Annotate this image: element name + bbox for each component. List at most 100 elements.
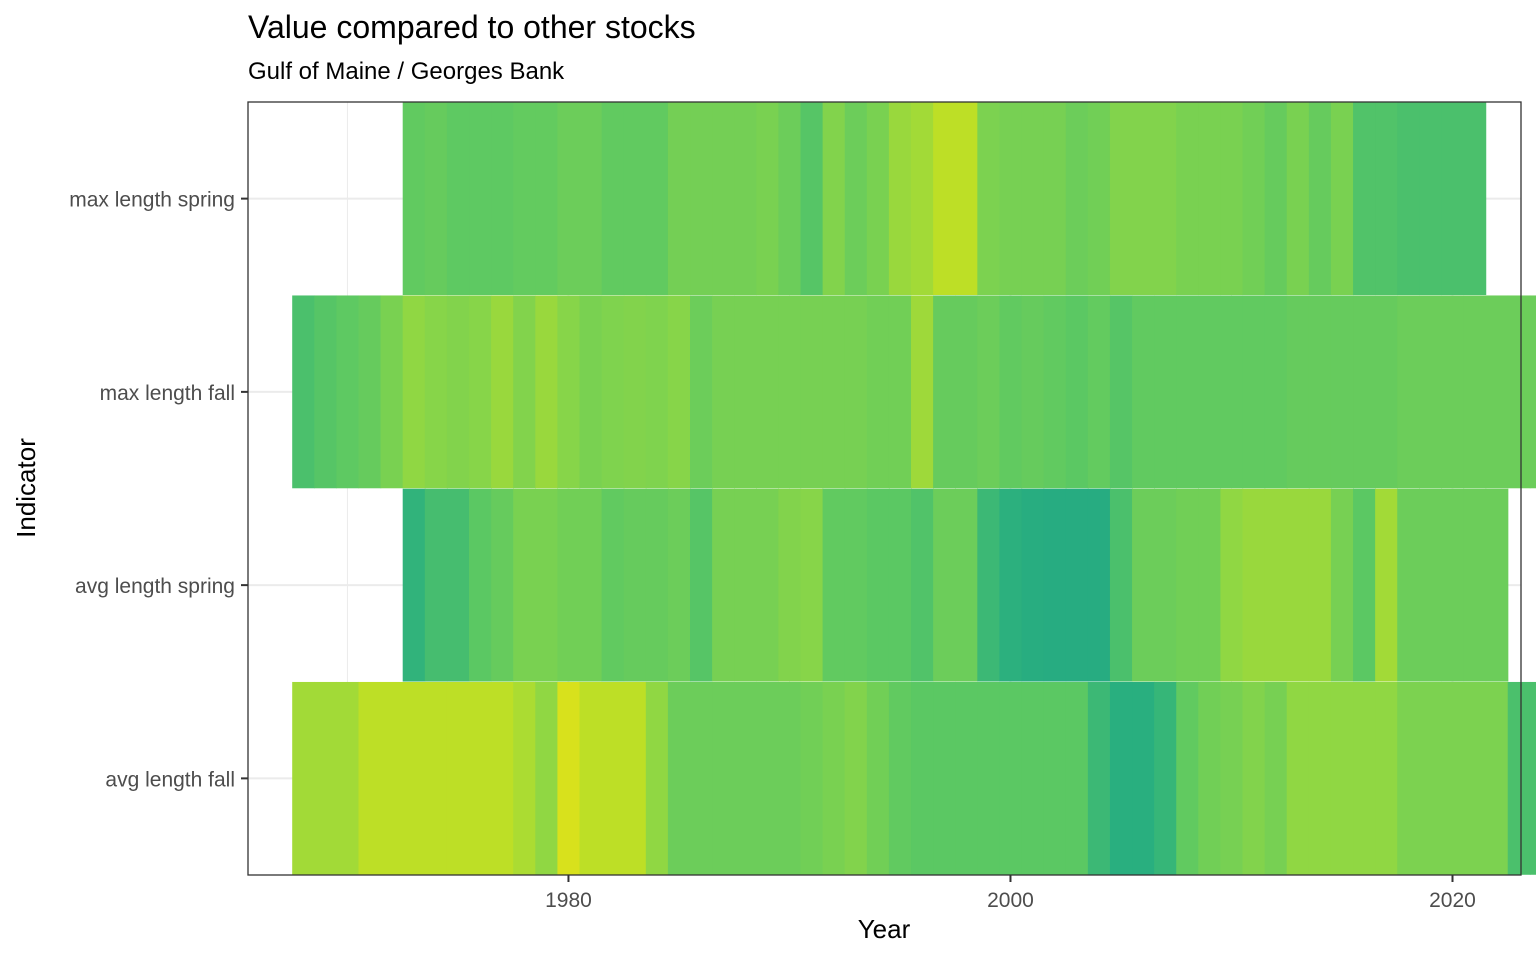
tile-max-length-spring-1985 [667,102,691,296]
tile-max-length-fall-2016 [1353,295,1376,489]
plot-border [247,101,1522,876]
tile-avg-length-fall-1972 [380,681,404,875]
x-tick-label: 2000 [987,889,1034,912]
tile-avg-length-fall-1970 [336,681,360,875]
tile-avg-length-fall-1989 [756,681,780,875]
tile-max-length-fall-2019 [1419,295,1443,489]
tile-avg-length-spring-1995 [888,488,912,682]
tile-max-length-fall-1997 [933,295,956,489]
tile-avg-length-fall-1994 [866,681,890,875]
tile-max-length-spring-1980 [557,102,581,296]
tile-max-length-fall-1990 [778,295,802,489]
tile-avg-length-fall-2021 [1463,681,1487,875]
tile-max-length-spring-1984 [645,102,669,296]
tile-max-length-spring-1976 [469,102,492,296]
tile-avg-length-fall-1976 [469,681,492,875]
tile-avg-length-spring-1991 [800,488,824,682]
tile-avg-length-fall-1998 [955,681,978,875]
tile-avg-length-fall-1974 [424,681,448,875]
tile-avg-length-spring-2018 [1397,488,1420,682]
tile-max-length-fall-1995 [888,295,912,489]
x-axis-title: Year [858,914,911,944]
tile-max-length-spring-1979 [535,102,559,296]
tile-max-length-spring-1974 [424,102,448,296]
tile-avg-length-spring-1978 [513,488,536,682]
tile-avg-length-spring-2020 [1441,488,1465,682]
tile-avg-length-fall-2002 [1043,681,1067,875]
tile-avg-length-spring-1998 [955,488,978,682]
tile-avg-length-fall-1997 [933,681,956,875]
y-tick-label: max length fall [100,382,235,405]
tile-avg-length-spring-2000 [999,488,1023,682]
tile-max-length-spring-2020 [1441,102,1465,296]
tile-max-length-fall-1975 [446,295,470,489]
tile-max-length-spring-1977 [491,102,514,296]
chart-title: Value compared to other stocks [248,9,696,45]
tile-avg-length-fall-1971 [358,681,382,875]
tile-max-length-fall-2023 [1507,295,1531,489]
tile-avg-length-fall-1982 [601,681,625,875]
tile-max-length-spring-1975 [446,102,470,296]
tile-avg-length-fall-2003 [1065,681,1089,875]
tile-avg-length-fall-1988 [734,681,757,875]
tile-avg-length-spring-1985 [667,488,691,682]
tile-avg-length-fall-2012 [1264,681,1288,875]
tile-avg-length-fall-1979 [535,681,559,875]
tile-avg-length-fall-2018 [1397,681,1420,875]
y-axis: avg length fall avg length spring max leng… [69,189,248,791]
tile-avg-length-spring-1974 [424,488,448,682]
tile-avg-length-fall-2000 [999,681,1023,875]
tile-max-length-fall-1991 [800,295,824,489]
tile-max-length-fall-2008 [1176,295,1199,489]
tile-max-length-fall-1992 [822,295,846,489]
tile-max-length-spring-2000 [999,102,1023,296]
tile-avg-length-spring-1979 [535,488,559,682]
chart-subtitle: Gulf of Maine / Georges Bank [248,58,565,85]
tile-max-length-fall-2004 [1087,295,1111,489]
tile-avg-length-fall-1993 [844,681,868,875]
tile-max-length-spring-2010 [1220,102,1244,296]
tile-max-length-spring-2015 [1330,102,1354,296]
tile-avg-length-spring-1997 [933,488,956,682]
x-tick-label: 2020 [1429,889,1476,912]
tile-avg-length-spring-1994 [866,488,890,682]
tile-max-length-fall-2021 [1463,295,1487,489]
tile-max-length-spring-2021 [1463,102,1487,296]
tile-max-length-spring-1999 [977,102,1001,296]
tile-max-length-fall-1986 [690,295,713,489]
heatmap-tiles [292,102,1536,875]
tile-avg-length-spring-1981 [579,488,603,682]
tile-max-length-spring-1982 [601,102,625,296]
tile-avg-length-spring-2015 [1330,488,1354,682]
tile-avg-length-spring-1993 [844,488,868,682]
tile-avg-length-fall-1990 [778,681,802,875]
tile-max-length-fall-2022 [1485,295,1509,489]
tile-avg-length-fall-2017 [1375,681,1398,875]
tile-max-length-fall-1978 [513,295,536,489]
tile-avg-length-spring-1973 [402,488,426,682]
tile-avg-length-spring-1976 [469,488,492,682]
tile-max-length-spring-2003 [1065,102,1089,296]
y-tick-label: max length spring [69,189,235,212]
tile-max-length-fall-1996 [911,295,934,489]
tile-avg-length-fall-1968 [292,681,315,875]
tile-max-length-spring-2006 [1132,102,1155,296]
tile-max-length-fall-1981 [579,295,603,489]
tile-avg-length-fall-2004 [1087,681,1111,875]
tile-avg-length-fall-1983 [623,681,647,875]
tile-max-length-fall-2012 [1264,295,1288,489]
tile-max-length-spring-1992 [822,102,846,296]
tile-max-length-spring-1988 [734,102,757,296]
tile-max-length-fall-1999 [977,295,1001,489]
tile-max-length-fall-2020 [1441,295,1465,489]
tile-avg-length-fall-1996 [911,681,934,875]
tile-max-length-fall-1994 [866,295,890,489]
tile-avg-length-spring-1977 [491,488,514,682]
tile-max-length-spring-2005 [1109,102,1133,296]
tile-avg-length-fall-2005 [1109,681,1133,875]
tile-max-length-spring-1978 [513,102,536,296]
tile-max-length-spring-2017 [1375,102,1398,296]
tile-max-length-fall-2006 [1132,295,1155,489]
tile-max-length-spring-2007 [1154,102,1177,296]
tile-max-length-fall-1970 [336,295,360,489]
